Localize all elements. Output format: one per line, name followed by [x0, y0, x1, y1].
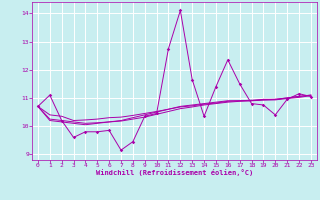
X-axis label: Windchill (Refroidissement éolien,°C): Windchill (Refroidissement éolien,°C) [96, 169, 253, 176]
